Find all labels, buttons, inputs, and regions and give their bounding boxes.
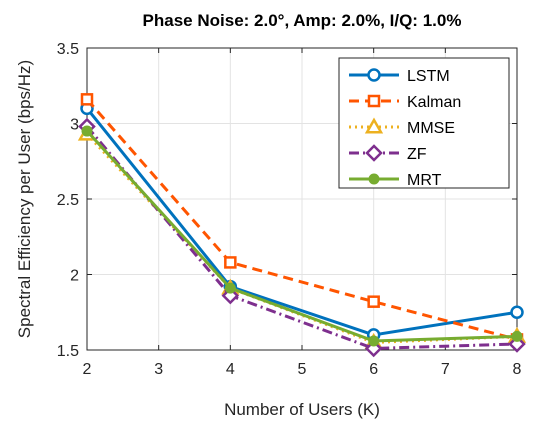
legend-label-zf: ZF [407,146,427,163]
data-point-mrt [368,335,380,347]
data-point-mrt [81,125,93,137]
x-axis-label: Number of Users (K) [224,400,380,419]
data-point-mrt [511,330,523,342]
legend-label-mrt: MRT [407,172,442,189]
x-tick-label: 7 [441,361,450,378]
legend-entries: LSTM Kalman MMSE ZF MRT [349,68,461,189]
legend-entry-lstm: LSTM [349,68,450,85]
legend-entry-zf: ZF [349,144,427,163]
y-tick-label: 3 [70,117,79,134]
legend: LSTM Kalman MMSE ZF MRT [338,57,510,189]
y-tick-label: 2.5 [57,192,79,209]
data-point-mrt [224,282,236,294]
legend-label-kalman: Kalman [407,94,461,111]
data-point-kalman [80,93,94,106]
x-tick-label: 5 [298,361,307,378]
y-tick-label: 1.5 [57,343,79,360]
x-tick-label: 8 [513,361,522,378]
legend-marker-mmse [364,117,384,134]
legend-marker-kalman [367,94,381,108]
series-mrt [81,125,523,347]
legend-marker-lstm [367,68,381,82]
legend-entry-mmse: MMSE [349,117,455,137]
series-line-mrt [85,130,518,343]
legend-marker-mrt [368,173,380,185]
series-line-zf [85,125,518,350]
axis-ticks: 2 3 4 5 6 7 81.522.533.5 [57,41,522,378]
chart-title: Phase Noise: 2.0°, Amp: 2.0%, I/Q: 1.0% [143,11,462,30]
legend-box [338,57,510,189]
y-axis-label: Spectral Efficiency per User (bps/Hz) [15,60,34,338]
y-tick-label: 3.5 [57,41,79,58]
legend-entry-kalman: Kalman [349,94,461,111]
legend-label-lstm: LSTM [407,68,450,85]
data-point-kalman [224,256,237,269]
x-tick-label: 6 [369,361,378,378]
series-lstm [80,101,524,342]
x-tick-label: 3 [154,361,163,378]
legend-marker-zf [365,144,383,162]
x-tick-label: 4 [226,361,235,378]
series-layer [77,93,527,358]
x-tick-label: 2 [83,361,92,378]
series-line-kalman [85,98,518,341]
data-point-kalman [367,295,380,308]
series-line-lstm [85,107,518,337]
legend-entry-mrt: MRT [349,172,442,189]
y-tick-label: 2 [70,268,79,285]
data-point-lstm [510,305,524,319]
legend-label-mmse: MMSE [407,120,455,137]
